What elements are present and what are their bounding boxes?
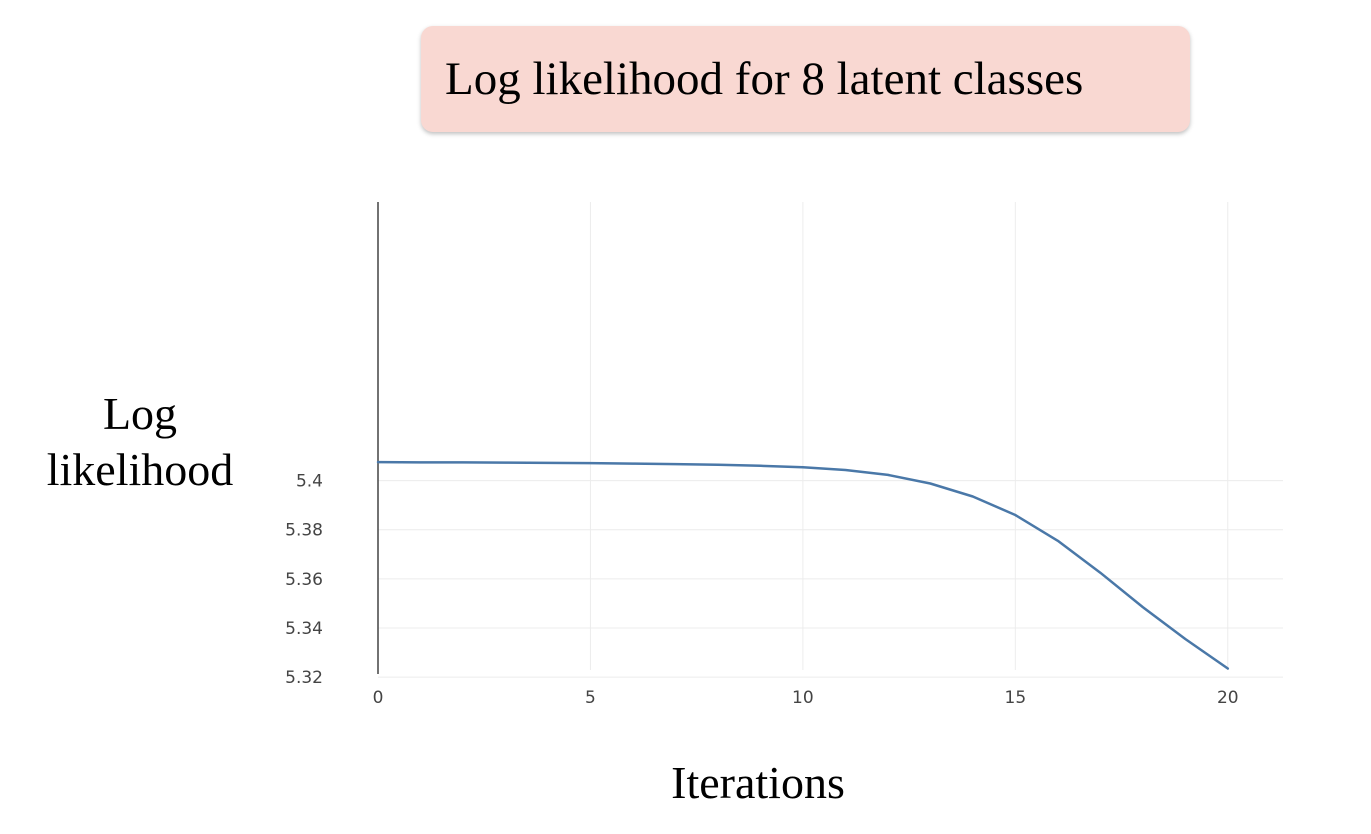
- y-tick-label: 5.38: [285, 521, 323, 541]
- series-line: [376, 460, 1230, 670]
- y-axis-label: Log likelihood: [30, 386, 250, 498]
- x-axis-label: Iterations: [671, 757, 845, 808]
- y-tick-labels: 5.32 5.34 5.36 5.38 5.4: [285, 472, 323, 689]
- y-gridlines: [378, 480, 1283, 678]
- x-tick-label: 15: [1005, 688, 1027, 708]
- y-tick-label: 5.4: [296, 472, 323, 492]
- x-tick-labels: 0 5 10 15 20: [373, 688, 1239, 708]
- x-tick-label: 5: [585, 688, 596, 708]
- x-tick-label: 10: [792, 688, 814, 708]
- chart-title: Log likelihood for 8 latent classes: [445, 53, 1084, 105]
- x-tick-label: 0: [373, 688, 384, 708]
- x-gridlines: [589, 202, 1229, 670]
- x-tick-label: 20: [1217, 688, 1239, 708]
- y-axis-label-line-1: Log: [102, 388, 178, 439]
- series-group: [376, 460, 1230, 670]
- y-axis-label-line-2: likelihood: [46, 444, 234, 495]
- y-tick-label: 5.36: [285, 570, 323, 590]
- y-tick-label: 5.32: [285, 668, 323, 688]
- chart-title-box: Log likelihood for 8 latent classes: [421, 26, 1190, 132]
- y-tick-label: 5.34: [285, 619, 323, 639]
